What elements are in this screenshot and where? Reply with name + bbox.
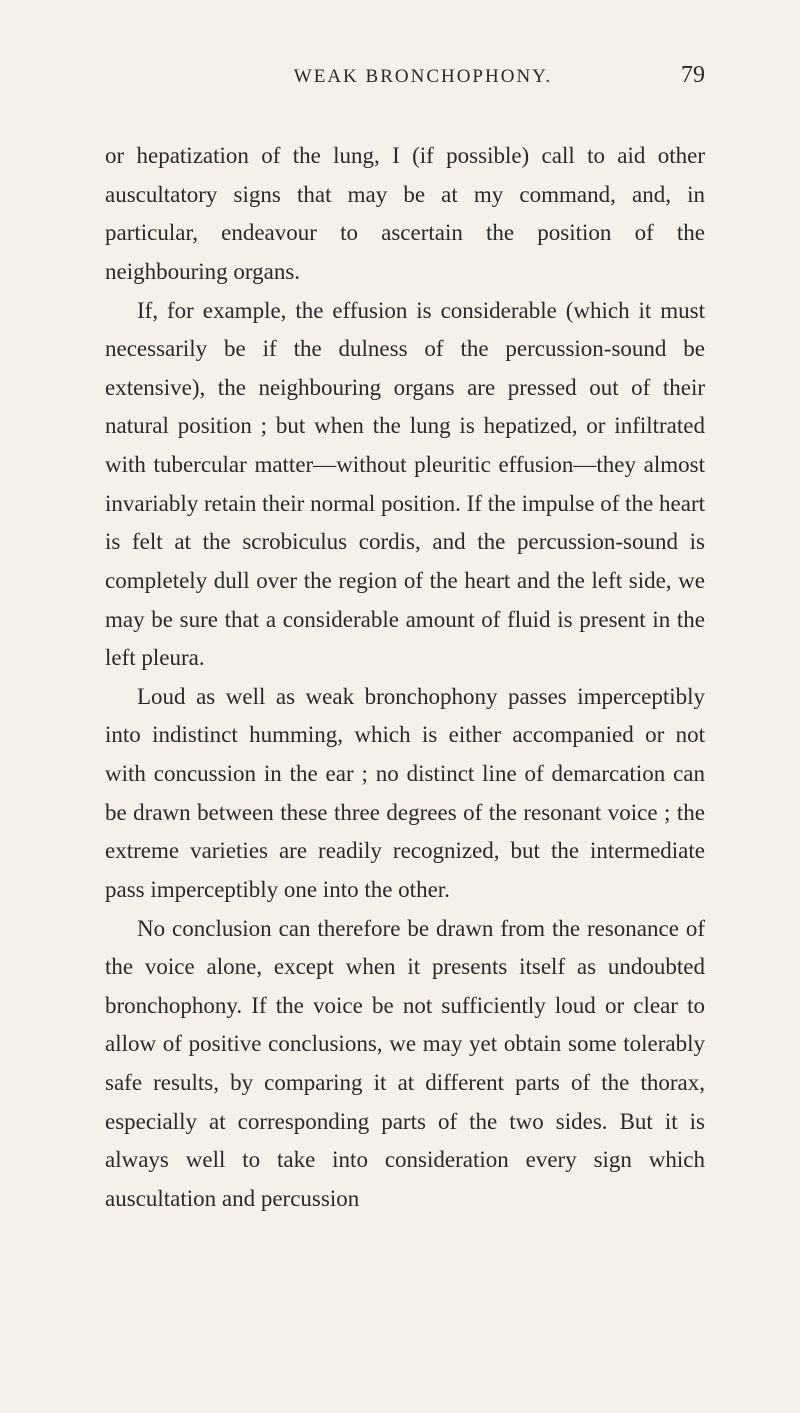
- paragraph: or hepatization of the lung, I (if possi…: [105, 137, 705, 292]
- page-header: WEAK BRONCHOPHONY. 79: [105, 62, 705, 89]
- page-container: WEAK BRONCHOPHONY. 79 or hepatization of…: [0, 0, 800, 1413]
- paragraph: If, for example, the effusion is conside…: [105, 292, 705, 678]
- header-title: WEAK BRONCHOPHONY.: [165, 66, 681, 88]
- paragraph: No conclusion can therefore be drawn fro…: [105, 910, 705, 1219]
- body-text: or hepatization of the lung, I (if possi…: [105, 137, 705, 1219]
- page-number: 79: [681, 62, 705, 89]
- paragraph: Loud as well as weak bronchophony passes…: [105, 678, 705, 910]
